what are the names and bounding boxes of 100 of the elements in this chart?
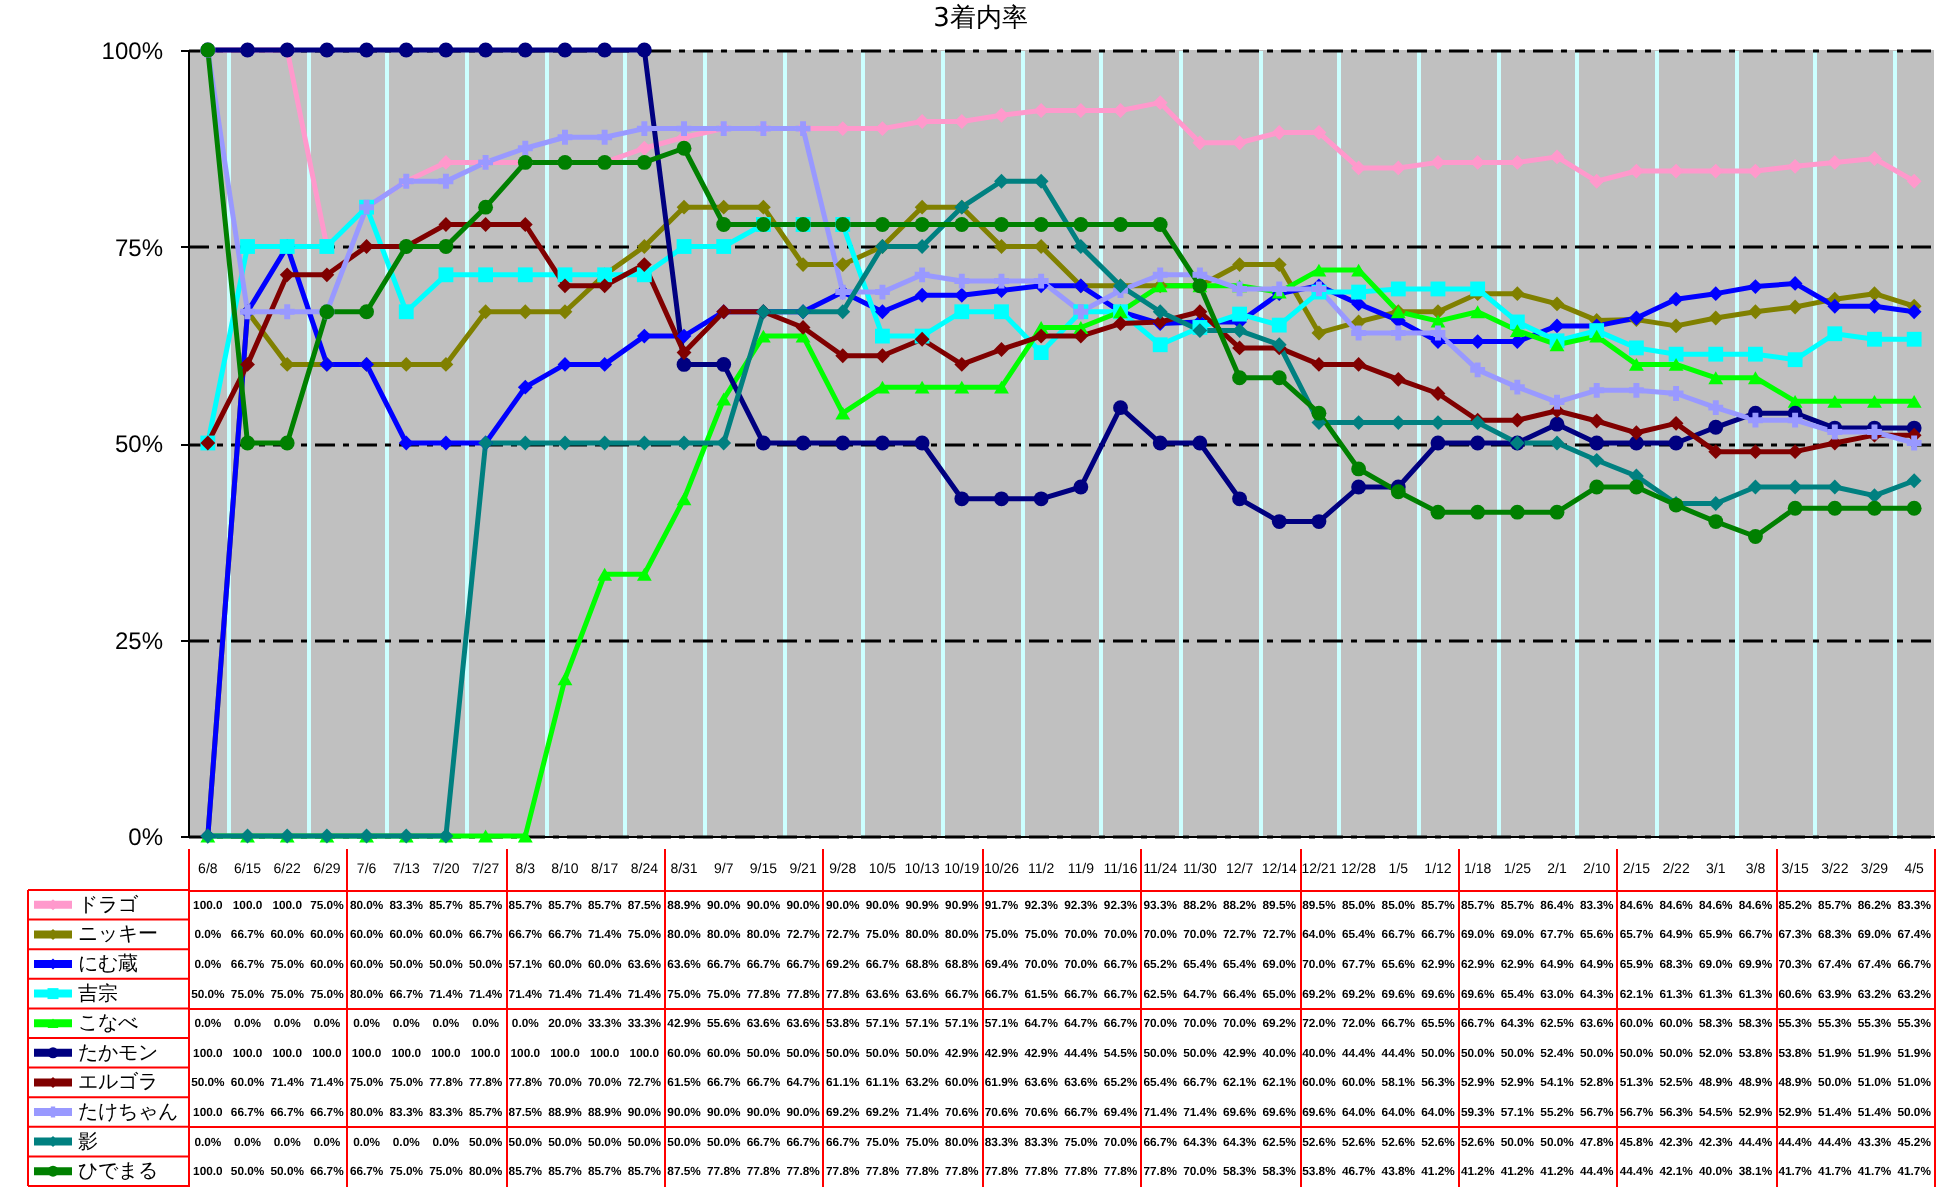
point: [597, 278, 613, 294]
point: [319, 267, 335, 283]
point: [1827, 479, 1843, 495]
point: [914, 199, 930, 215]
point: [954, 380, 970, 394]
y-tick-label: 75%: [114, 233, 164, 262]
point: [676, 357, 692, 372]
point: [1668, 415, 1684, 431]
point: [1787, 158, 1803, 174]
point: [1232, 257, 1247, 272]
point: [1827, 326, 1843, 342]
point: [1589, 173, 1605, 189]
point: [676, 140, 692, 156]
point: [994, 173, 1009, 189]
point: [795, 320, 811, 335]
point: [636, 155, 652, 170]
point: [636, 328, 652, 344]
point: [676, 239, 692, 254]
point: [319, 42, 335, 58]
point: [517, 42, 533, 58]
point: [1509, 324, 1525, 338]
point: [994, 491, 1009, 507]
point: [517, 829, 533, 843]
point: [1549, 296, 1565, 312]
point: [1748, 529, 1763, 544]
point: [1787, 352, 1803, 368]
point: [1827, 298, 1843, 314]
point: [1668, 346, 1684, 362]
point: [914, 435, 930, 451]
point: [557, 304, 573, 320]
point: [517, 267, 533, 283]
point: [1470, 305, 1486, 319]
y-tick-label: 50%: [114, 430, 164, 458]
point: [716, 357, 732, 372]
point: [1033, 345, 1049, 361]
point: [1152, 95, 1168, 111]
point: [875, 348, 890, 364]
point: [1430, 304, 1446, 320]
point: [557, 42, 573, 58]
point: [676, 328, 692, 344]
point: [1628, 425, 1644, 441]
point: [438, 435, 454, 451]
point: [597, 42, 613, 58]
point: [1232, 370, 1247, 386]
point: [1748, 304, 1763, 320]
point: [1906, 435, 1922, 451]
point: [914, 380, 930, 394]
point: [1787, 412, 1803, 428]
point: [1668, 318, 1684, 334]
point: [438, 267, 454, 283]
point: [1113, 217, 1128, 232]
point: [240, 435, 255, 451]
point: [478, 267, 494, 283]
point: [755, 329, 771, 343]
point: [1113, 400, 1128, 416]
point: [1867, 298, 1882, 314]
point: [1470, 435, 1486, 451]
point: [1867, 394, 1882, 408]
point: [1589, 452, 1605, 468]
point: [676, 199, 692, 215]
point: [1549, 504, 1565, 520]
legend-label: 影: [78, 1129, 98, 1154]
point: [1589, 479, 1605, 495]
point: [1311, 405, 1327, 421]
point: [557, 278, 573, 294]
point: [1509, 504, 1525, 520]
point: [875, 121, 890, 137]
point: [359, 42, 374, 58]
point: [1549, 318, 1565, 334]
point: [1152, 435, 1168, 451]
point: [994, 304, 1009, 320]
point: [676, 435, 692, 451]
point: [1906, 500, 1922, 516]
point: [716, 239, 732, 254]
point: [597, 567, 613, 581]
point: [1390, 281, 1406, 297]
point: [478, 199, 494, 215]
legend-label: たけちゃん: [78, 1102, 178, 1124]
point: [1271, 514, 1287, 529]
point: [557, 129, 573, 145]
point: [636, 567, 652, 581]
point: [1390, 325, 1406, 341]
point: [676, 121, 692, 137]
point: [1787, 299, 1803, 315]
point: [279, 267, 295, 283]
point: [1906, 304, 1922, 320]
point: [1589, 413, 1605, 429]
point: [1708, 310, 1724, 326]
legend-label: エルゴラ: [78, 1070, 158, 1095]
point: [1033, 328, 1049, 344]
point: [1033, 273, 1049, 289]
point: [636, 239, 652, 254]
point: [1430, 435, 1446, 451]
point: [914, 267, 930, 283]
point: [1589, 435, 1605, 451]
point: [795, 435, 811, 451]
point: [1073, 217, 1089, 232]
point: [478, 829, 494, 843]
point: [1748, 371, 1763, 385]
legend-label: こなべ: [78, 1013, 138, 1036]
